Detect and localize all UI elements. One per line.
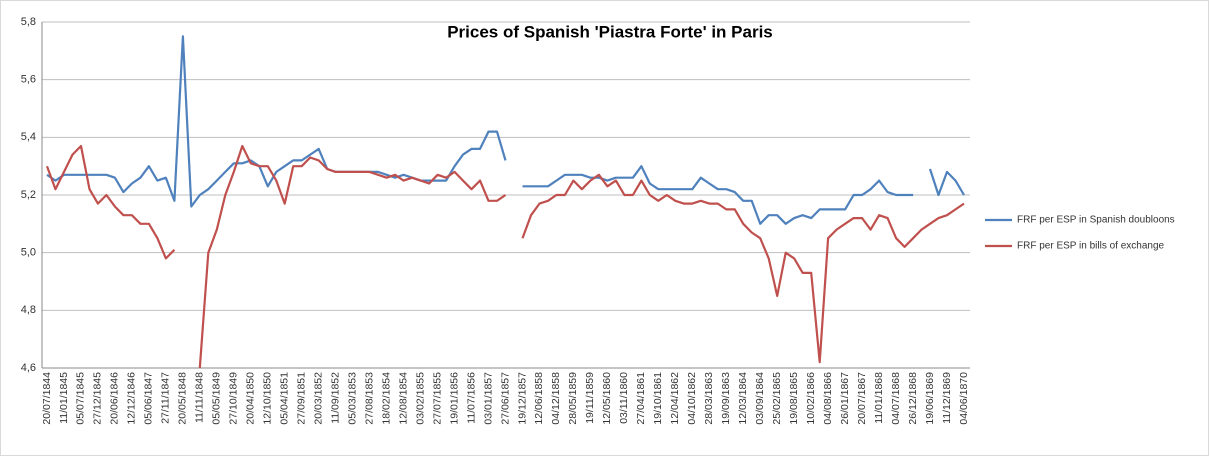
chart-title: Prices of Spanish 'Piastra Forte' in Par… bbox=[447, 22, 773, 41]
x-tick-label: 12/05/1860 bbox=[601, 372, 613, 425]
y-tick-label: 4,6 bbox=[21, 362, 36, 374]
x-tick-label: 19/08/1865 bbox=[788, 372, 800, 425]
x-tick-label: 05/06/1847 bbox=[143, 372, 155, 425]
y-tick-label: 5,6 bbox=[21, 74, 36, 86]
x-tick-label: 27/04/1861 bbox=[635, 372, 647, 425]
series-line bbox=[45, 144, 965, 369]
x-tick-label: 04/10/1862 bbox=[686, 372, 698, 425]
legend-label: FRF per ESP in Spanish doubloons bbox=[1017, 215, 1175, 226]
x-tick-label: 12/08/1854 bbox=[397, 372, 409, 425]
x-tick-label: 03/11/1860 bbox=[618, 372, 630, 424]
x-tick-label: 19/10/1861 bbox=[652, 372, 664, 425]
x-tick-label: 05/03/1853 bbox=[346, 372, 358, 425]
x-tick-label: 27/12/1845 bbox=[92, 372, 104, 425]
x-tick-label: 04/06/1870 bbox=[958, 372, 970, 425]
series-line bbox=[46, 35, 965, 225]
x-tick-label: 03/01/1857 bbox=[482, 372, 494, 425]
x-tick-label: 04/08/1866 bbox=[822, 372, 834, 425]
x-tick-label: 04/07/1868 bbox=[890, 372, 902, 425]
x-tick-label: 20/07/1867 bbox=[856, 372, 868, 425]
x-tick-label: 19/09/1863 bbox=[720, 372, 732, 425]
x-tick-label: 11/11/1848 bbox=[194, 372, 206, 423]
x-tick-label: 19/01/1856 bbox=[448, 372, 460, 425]
x-tick-label: 20/03/1852 bbox=[312, 372, 324, 425]
x-tick-label: 20/07/1844 bbox=[41, 372, 53, 425]
y-tick-label: 4,8 bbox=[21, 304, 36, 316]
x-tick-label: 05/04/1851 bbox=[279, 372, 291, 425]
x-tick-label: 03/02/1855 bbox=[414, 372, 426, 425]
x-tick-label: 20/05/1848 bbox=[177, 372, 189, 425]
x-tick-label: 19/12/1857 bbox=[516, 372, 528, 425]
x-tick-label: 12/10/1850 bbox=[262, 372, 274, 425]
x-tick-label: 26/12/1868 bbox=[907, 372, 919, 425]
x-tick-label: 19/11/1859 bbox=[584, 372, 596, 424]
x-tick-label: 27/07/1855 bbox=[431, 372, 443, 425]
x-tick-label: 11/01/1845 bbox=[58, 372, 70, 424]
x-tick-label: 12/04/1862 bbox=[669, 372, 681, 425]
y-tick-label: 5,0 bbox=[21, 247, 36, 259]
x-tick-label: 10/02/1866 bbox=[805, 372, 817, 425]
x-tick-label: 20/04/1850 bbox=[245, 372, 257, 425]
x-tick-label: 04/12/1858 bbox=[550, 372, 562, 425]
x-tick-label: 19/06/1869 bbox=[924, 372, 936, 425]
x-tick-label: 05/05/1849 bbox=[211, 372, 223, 425]
y-tick-label: 5,2 bbox=[21, 189, 36, 201]
x-tick-label: 28/05/1859 bbox=[567, 372, 579, 425]
x-tick-label: 27/08/1853 bbox=[363, 372, 375, 425]
x-tick-label: 20/06/1846 bbox=[109, 372, 121, 425]
x-tick-label: 27/06/1857 bbox=[499, 372, 511, 425]
x-tick-label: 05/07/1845 bbox=[75, 372, 87, 425]
y-tick-label: 5,8 bbox=[21, 16, 36, 28]
x-tick-label: 11/01/1868 bbox=[873, 372, 885, 424]
x-tick-label: 12/12/1846 bbox=[126, 372, 138, 425]
x-tick-label: 25/02/1865 bbox=[771, 372, 783, 425]
x-tick-label: 12/06/1858 bbox=[533, 372, 545, 425]
x-tick-label: 27/10/1849 bbox=[228, 372, 240, 425]
x-tick-label: 27/09/1851 bbox=[296, 372, 308, 425]
y-tick-label: 5,4 bbox=[21, 131, 36, 143]
x-tick-label: 28/03/1863 bbox=[703, 372, 715, 425]
x-tick-label: 27/11/1847 bbox=[160, 372, 172, 424]
x-tick-label: 12/03/1864 bbox=[737, 372, 749, 425]
x-tick-label: 11/12/1869 bbox=[941, 372, 953, 424]
legend-label: FRF per ESP in bills of exchange bbox=[1017, 241, 1165, 252]
x-tick-label: 18/02/1854 bbox=[380, 372, 392, 425]
x-tick-label: 11/07/1856 bbox=[465, 372, 477, 424]
x-tick-label: 03/09/1864 bbox=[754, 372, 766, 425]
x-tick-label: 11/09/1852 bbox=[329, 372, 341, 424]
x-tick-label: 26/01/1867 bbox=[839, 372, 851, 425]
